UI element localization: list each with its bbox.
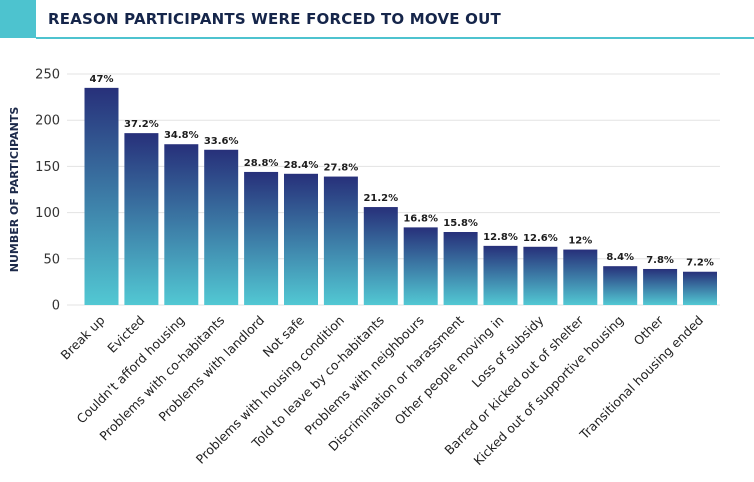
y-axis-ticks: 0 50 100 150 200 250: [35, 68, 60, 314]
chart-title: REASON PARTICIPANTS WERE FORCED TO MOVE …: [48, 10, 501, 28]
bar-chart: 0 50 100 150 200 250 NUMBER OF PARTICIPANTS 4…: [8, 68, 720, 468]
header-accent-bar: [0, 0, 36, 38]
bar: [603, 266, 638, 305]
bars: [84, 87, 717, 305]
chart-header: REASON PARTICIPANTS WERE FORCED TO MOVE …: [0, 0, 754, 40]
bar: [363, 207, 398, 305]
bar: [164, 144, 199, 305]
y-axis-label: NUMBER OF PARTICIPANTS: [8, 107, 21, 273]
bar: [563, 249, 598, 305]
y-tick-label: 150: [35, 160, 60, 175]
y-tick-label: 200: [35, 114, 60, 129]
bar: [244, 171, 279, 305]
data-label: 27.8%: [324, 163, 359, 174]
bar: [683, 271, 717, 305]
data-label: 28.4%: [284, 160, 319, 171]
data-label: 47%: [90, 74, 114, 85]
bar: [84, 87, 119, 305]
y-tick-label: 0: [52, 299, 60, 314]
bar: [643, 268, 678, 305]
bar: [204, 149, 239, 305]
data-label: 37.2%: [124, 119, 159, 130]
y-tick-label: 50: [43, 252, 60, 267]
data-label: 21.2%: [363, 193, 398, 204]
y-tick-label: 100: [35, 206, 60, 221]
bar: [284, 173, 318, 305]
bar: [403, 227, 438, 305]
x-tick-label: Break up: [58, 312, 108, 362]
bar: [323, 176, 358, 305]
data-label: 34.8%: [164, 130, 199, 141]
x-tick-label: Kicked out of supportive housing: [471, 313, 627, 469]
bar: [483, 245, 518, 305]
data-labels: 47% 37.2% 34.8% 33.6% 28.8% 28.4% 27.8% 21.2% 16…: [90, 74, 714, 269]
data-label: 12.6%: [523, 233, 558, 244]
data-label: 7.8%: [646, 255, 674, 266]
y-tick-label: 250: [35, 68, 60, 83]
bar: [443, 232, 478, 305]
data-label: 15.8%: [443, 218, 478, 229]
data-label: 8.4%: [606, 252, 634, 263]
bar: [523, 246, 558, 305]
data-label: 12%: [568, 236, 592, 247]
data-label: 16.8%: [403, 213, 438, 224]
data-label: 12.8%: [483, 232, 518, 243]
data-label: 7.2%: [686, 258, 714, 269]
data-label: 28.8%: [244, 158, 279, 169]
x-tick-label: Loss of subsidy: [469, 312, 547, 390]
header-underline: [36, 37, 754, 39]
x-tick-label: Other: [631, 312, 667, 348]
x-tick-label: Problems with housing condition: [193, 313, 347, 467]
bar: [124, 133, 159, 305]
data-label: 33.6%: [204, 136, 239, 147]
